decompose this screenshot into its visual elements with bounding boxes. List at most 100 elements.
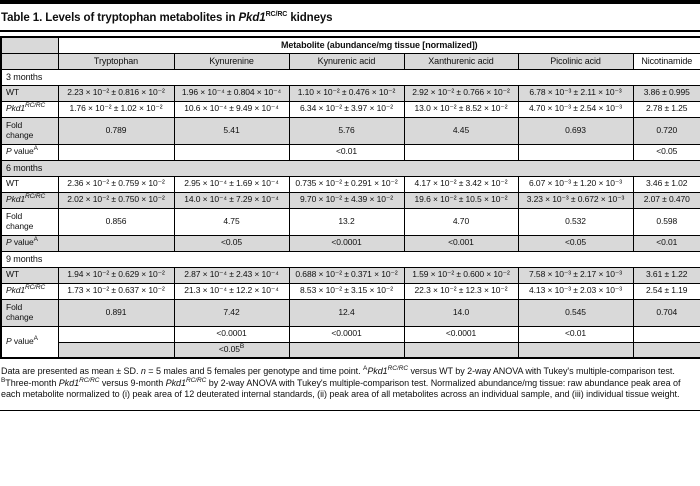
data-cell: 3.86 ± 0.995 [632,84,700,102]
section-row: 6 months [0,159,700,177]
column-header-picolinic-acid: Picolinic acid [517,52,634,70]
data-cell: 8.53 × 10⁻² ± 3.15 × 10⁻² [288,282,405,300]
group-header-cell: Metabolite (abundance/mg tissue [normali… [57,36,700,54]
data-cell: 0.856 [57,207,175,236]
pvalue-row-2: <0.05B [1,341,700,359]
table-footnote: Data are presented as mean ± SD. n = 5 m… [1,365,681,400]
pvalue-cell [632,325,700,343]
pvalue-cell: <0.0001 [288,325,405,343]
data-cell: 0.789 [57,116,175,145]
pvalue-cell [517,341,634,359]
mutant-row: Pkd1RC/RC 1.76 × 10⁻² ± 1.02 × 10⁻² 10.6 ×… [0,100,700,118]
column-header-nicotinamide: Nicotinamide [632,52,700,70]
table-title-gene: Pkd1 [238,12,266,24]
pvalue-cell: <0.001 [403,234,519,252]
pvalue-cell [57,341,175,359]
pvalue-row: P valueA <0.01 <0.05 [0,143,700,161]
pvalue-cell [632,341,700,359]
column-header-kynurenine: Kynurenine [173,52,290,70]
data-cell: 2.78 ± 1.25 [632,100,700,118]
data-cell: 1.76 × 10⁻² ± 1.02 × 10⁻² [57,100,175,118]
data-cell: 6.07 × 10⁻³ ± 1.20 × 10⁻³ [517,175,634,193]
row-label-mutant: Pkd1RC/RC [0,282,59,300]
data-cell: 13.2 [288,207,405,236]
data-cell: 0.532 [517,207,634,236]
data-cell: 4.70 [403,207,519,236]
data-cell: 1.10 × 10⁻² ± 0.476 × 10⁻² [288,84,405,102]
data-cell: 9.70 × 10⁻² ± 4.39 × 10⁻² [288,191,405,209]
data-cell: 19.6 × 10⁻² ± 10.5 × 10⁻² [403,191,519,209]
data-cell: 3.46 ± 1.02 [632,175,700,193]
data-cell: 0.545 [517,298,634,327]
data-cell: 7.58 × 10⁻³ ± 2.17 × 10⁻³ [517,266,634,284]
data-cell: 22.3 × 10⁻² ± 12.3 × 10⁻² [403,282,519,300]
title-rule [0,30,700,32]
data-cell: 1.73 × 10⁻² ± 0.637 × 10⁻² [57,282,175,300]
section-label: 3 months [0,68,700,86]
pvalue-cell [517,143,634,161]
data-cell: 7.42 [173,298,290,327]
corner-cell [0,36,59,54]
data-cell: 0.891 [57,298,175,327]
row-label-mutant: Pkd1RC/RC [0,191,59,209]
data-cell: 2.95 × 10⁻⁴ ± 1.69 × 10⁻⁴ [173,175,290,193]
group-header-row: Metabolite (abundance/mg tissue [normali… [0,36,700,54]
fold-change-row: Fold change 0.789 5.41 5.76 4.45 0.693 0.720 [0,116,700,145]
row-label-pvalue: P valueA [0,234,59,252]
section-label: 6 months [0,159,700,177]
bottom-rule [0,410,700,412]
data-cell: 2.54 ± 1.19 [632,282,700,300]
wt-row: WT 2.36 × 10⁻² ± 0.759 × 10⁻² 2.95 × 10⁻⁴ … [0,175,700,193]
section-label: 9 months [0,250,700,268]
wt-row: WT 2.23 × 10⁻² ± 0.816 × 10⁻² 1.96 × 10⁻⁴ … [0,84,700,102]
table-title: Table 1. Levels of tryptophan metabolite… [0,4,700,30]
table-title-suffix: kidneys [287,12,333,24]
data-cell: 5.41 [173,116,290,145]
data-cell: 1.94 × 10⁻² ± 0.629 × 10⁻² [57,266,175,284]
metabolite-table: Metabolite (abundance/mg tissue [normali… [0,36,700,359]
data-cell: 4.45 [403,116,519,145]
table-title-prefix: Table 1. Levels of tryptophan metabolite… [1,12,239,24]
column-header-xanthurenic-acid: Xanthurenic acid [403,52,519,70]
data-cell: 0.688 × 10⁻² ± 0.371 × 10⁻² [288,266,405,284]
data-cell: 4.13 × 10⁻³ ± 2.03 × 10⁻³ [517,282,634,300]
pvalue-row: P valueA <0.05 <0.0001 <0.001 <0.05 <0.01 [0,234,700,252]
fold-change-row: Fold change 0.856 4.75 13.2 4.70 0.532 0.598 [0,207,700,236]
table-title-gene-superscript: RC/RC [265,11,288,19]
data-cell: 1.96 × 10⁻⁴ ± 0.804 × 10⁻⁴ [173,84,290,102]
data-cell: 14.0 [403,298,519,327]
data-cell: 2.36 × 10⁻² ± 0.759 × 10⁻² [57,175,175,193]
row-label-pvalue: P valueA [0,143,59,161]
row-label-fold-change: Fold change [0,207,59,236]
data-cell: 13.0 × 10⁻² ± 8.52 × 10⁻² [403,100,519,118]
pvalue-cell [288,341,405,359]
row-label-wt: WT [0,266,59,284]
column-header-kynurenic-acid: Kynurenic acid [288,52,405,70]
section-row: 3 months [0,68,700,86]
pvalue-cell: <0.01 [632,234,700,252]
data-cell: 6.34 × 10⁻² ± 3.97 × 10⁻² [288,100,405,118]
pvalue-cell: <0.0001 [173,325,290,343]
data-cell: 5.76 [288,116,405,145]
column-header-tryptophan: Tryptophan [57,52,175,70]
data-cell: 4.75 [173,207,290,236]
data-cell: 0.704 [632,298,700,327]
data-cell: 1.59 × 10⁻² ± 0.600 × 10⁻² [403,266,519,284]
data-cell: 2.23 × 10⁻² ± 0.816 × 10⁻² [57,84,175,102]
pvalue-row: P valueA <0.0001 <0.0001 <0.0001 <0.01 [0,325,700,359]
data-cell: 4.17 × 10⁻² ± 3.42 × 10⁻² [403,175,519,193]
row-label-wt: WT [0,175,59,193]
data-cell: 0.598 [632,207,700,236]
pvalue-cell [173,143,290,161]
data-cell: 3.23 × 10⁻³ ± 0.672 × 10⁻³ [517,191,634,209]
data-cell: 6.78 × 10⁻³ ± 2.11 × 10⁻³ [517,84,634,102]
wt-row: WT 1.94 × 10⁻² ± 0.629 × 10⁻² 2.87 × 10⁻⁴ … [0,266,700,284]
column-header-row: Tryptophan Kynurenine Kynurenic acid Xanthu… [0,52,700,70]
data-cell: 21.3 × 10⁻⁴ ± 12.2 × 10⁻⁴ [173,282,290,300]
row-label-fold-change: Fold change [0,116,59,145]
pvalue-cell: <0.0001 [403,325,519,343]
section-row: 9 months [0,250,700,268]
top-rule [0,0,700,4]
pvalue-cell: <0.05 [517,234,634,252]
pvalue-cell: <0.01 [288,143,405,161]
